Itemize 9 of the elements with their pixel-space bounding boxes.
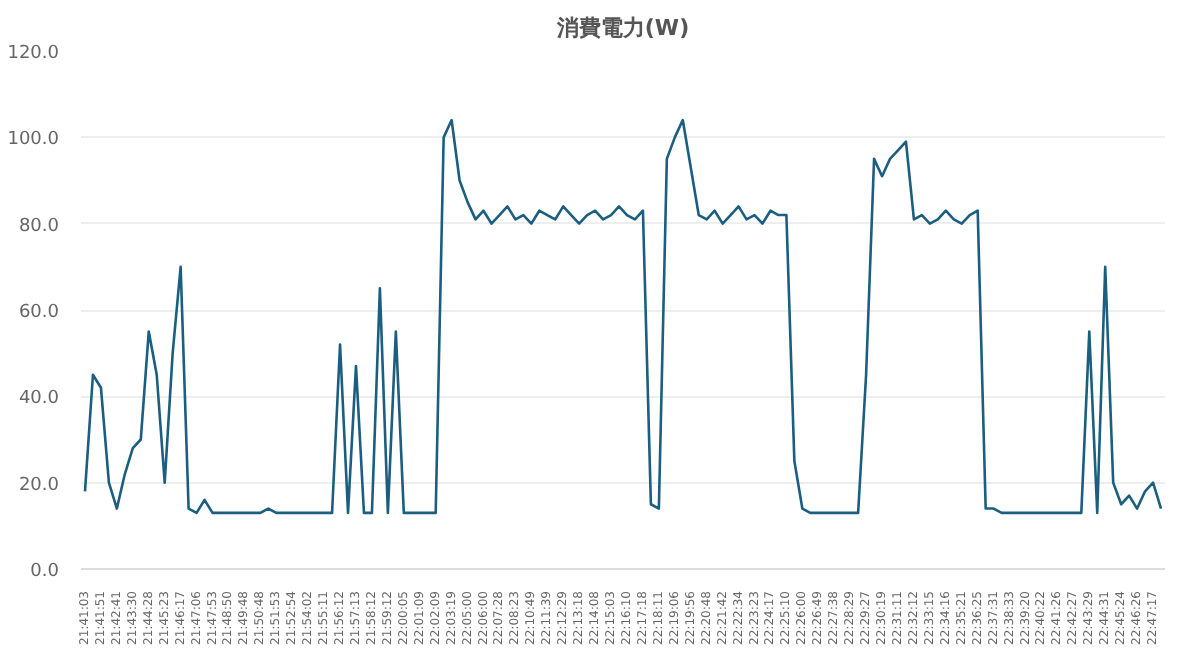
- y-tick-label: 20.0: [18, 475, 60, 496]
- y-tick-label: 80.0: [18, 216, 60, 237]
- chart-title: 消費電力(W): [554, 15, 690, 41]
- y-tick-label: 120.0: [7, 44, 60, 64]
- y-tick-label: 40.0: [18, 389, 60, 410]
- line-series: [83, 118, 1163, 515]
- y-tick-label: 100.0: [7, 130, 60, 151]
- y-tick-label: 0.0: [30, 562, 60, 582]
- y-tick-label: 60.0: [18, 303, 60, 323]
